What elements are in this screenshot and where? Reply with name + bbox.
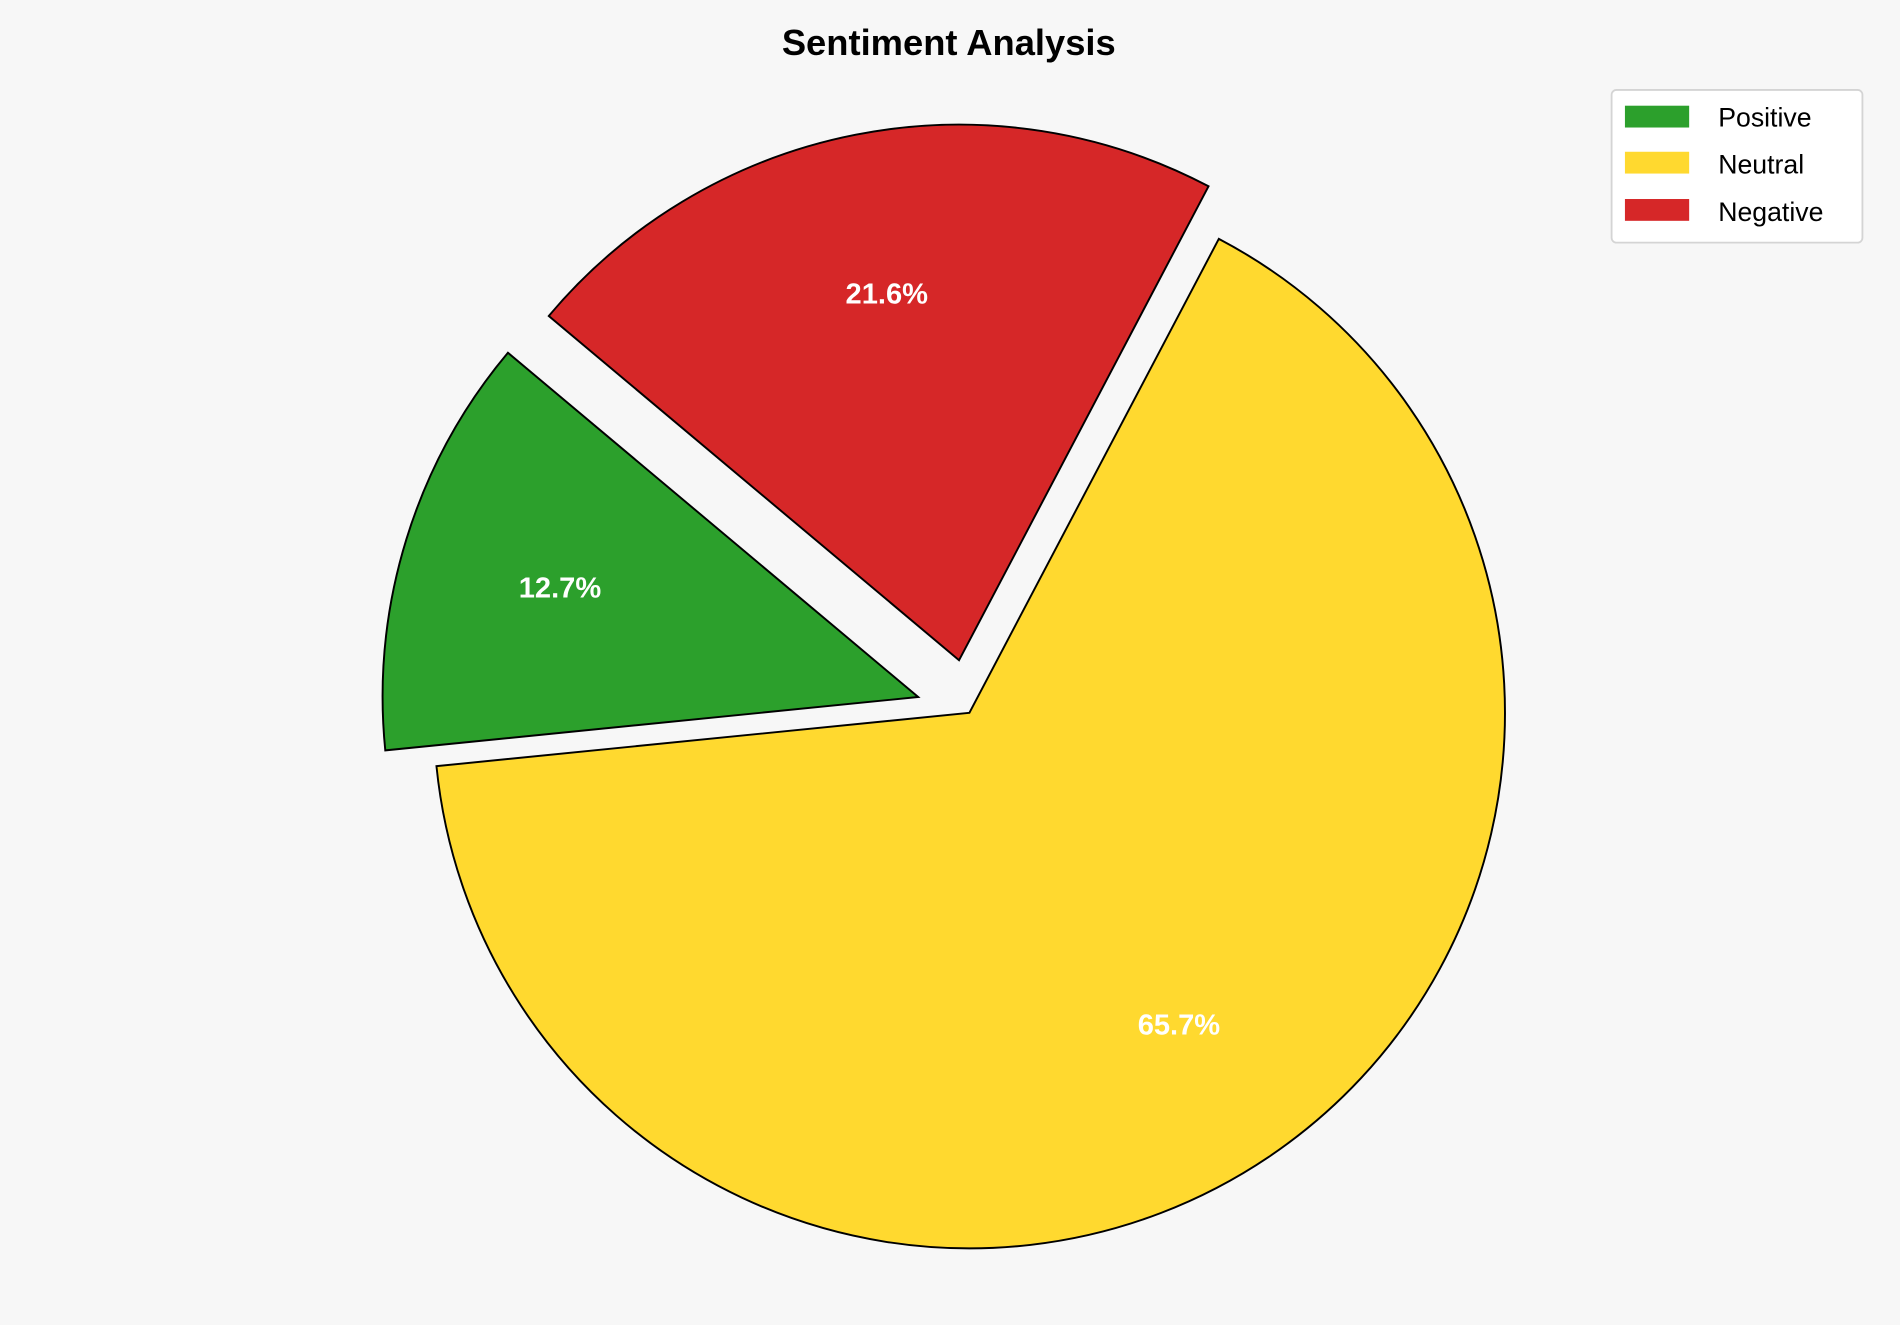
legend-swatch-negative — [1624, 199, 1690, 221]
chart-title: Sentiment Analysis — [782, 22, 1116, 63]
legend-label-neutral: Neutral — [1718, 150, 1804, 180]
slice-label-positive: 12.7% — [519, 572, 602, 604]
slice-label-negative: 21.6% — [846, 278, 929, 310]
slice-label-neutral: 65.7% — [1138, 1010, 1221, 1042]
legend-label-positive: Positive — [1718, 102, 1811, 132]
legend-swatch-positive — [1624, 105, 1690, 128]
slice-positive — [381, 351, 921, 752]
pie-labels: 12.7% 65.7% 21.6% — [519, 278, 1221, 1041]
legend-swatch-neutral — [1624, 151, 1690, 174]
slice-neutral — [435, 237, 1506, 1250]
pie-slices — [381, 123, 1506, 1250]
slice-negative — [547, 123, 1210, 662]
legend: Positive Neutral Negative — [1610, 89, 1864, 244]
legend-label-negative: Negative — [1718, 197, 1823, 227]
